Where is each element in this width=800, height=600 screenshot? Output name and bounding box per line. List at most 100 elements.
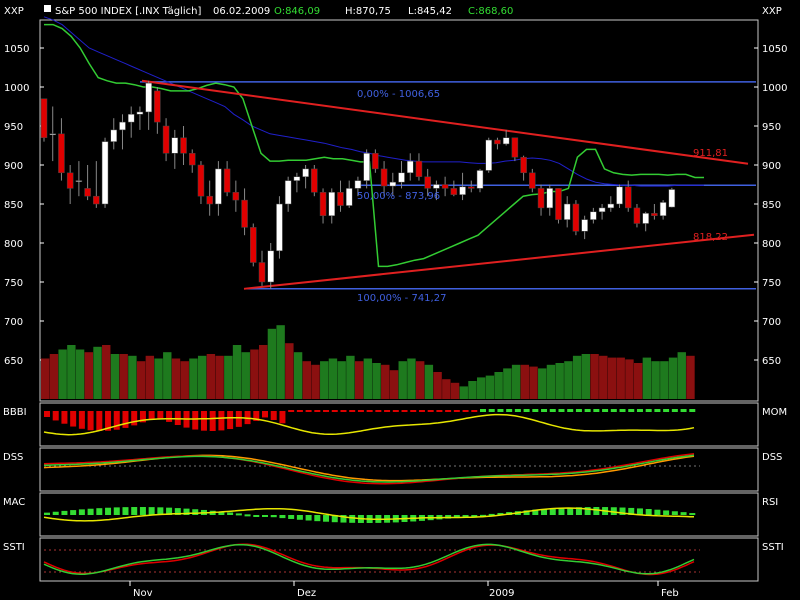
volume-bar [259, 345, 268, 399]
y-tick-label-right: 700 [762, 317, 781, 328]
volume-bar [686, 355, 695, 399]
y-tick-label-right: 1000 [762, 83, 787, 94]
momentum-bar [113, 411, 120, 430]
volume-bar [389, 370, 399, 399]
trend-upper-label: 911,81 [693, 148, 728, 159]
candle-down [319, 192, 327, 216]
indicator-label-mac: MAC [3, 497, 25, 508]
volume-bar [285, 343, 294, 399]
volume-bar [302, 361, 311, 399]
macd-histogram-bar [628, 507, 635, 515]
momentum-bar [44, 411, 50, 417]
candle-up [293, 176, 301, 181]
candle-down [651, 213, 658, 216]
ma-fast-line [44, 23, 704, 268]
candle-down [311, 168, 318, 193]
momentum-bar [602, 409, 609, 412]
momentum-bar [619, 409, 626, 412]
macd-histogram-bar [541, 508, 548, 515]
macd-histogram-bar [227, 512, 234, 515]
momentum-bar [174, 411, 181, 426]
volume-bar [581, 354, 591, 399]
volume-bar [442, 379, 451, 399]
volume-bar [590, 354, 599, 399]
candle-up [581, 219, 588, 232]
candle-up [389, 181, 397, 187]
momentum-bar [192, 411, 199, 430]
candle-down [624, 186, 632, 209]
momentum-bar [166, 411, 173, 422]
momentum-bar [689, 409, 696, 412]
momentum-bar [436, 410, 443, 412]
macd-histogram-bar [253, 515, 260, 517]
volume-bar [511, 364, 521, 399]
macd-histogram-bar [323, 515, 330, 522]
momentum-bar [567, 409, 574, 412]
candle-down [66, 172, 74, 189]
fib-50-label: 50,00% - 873,96 [357, 191, 440, 202]
fib-0-label: 0,00% - 1006,65 [357, 89, 440, 100]
volume-bar [651, 361, 660, 399]
momentum-bar [218, 411, 225, 431]
momentum-bar [480, 409, 486, 412]
y-tick-label-left: 750 [4, 278, 23, 289]
candle-down [494, 139, 501, 145]
macd-histogram-bar [680, 512, 687, 515]
indicator-panel-3: MAC RSI [3, 492, 778, 537]
macd-histogram-bar [663, 510, 670, 515]
candle-down [154, 90, 161, 123]
header-high: H:870,75 [345, 6, 391, 17]
y-tick-label-right: 900 [762, 161, 781, 172]
candle-up [49, 133, 56, 136]
volume-bar [424, 364, 434, 399]
moving-averages [43, 16, 704, 268]
x-label-feb: Feb [661, 588, 679, 599]
momentum-bar [523, 409, 530, 412]
volume-bar [415, 361, 425, 399]
y-tick-label-left: 1000 [4, 83, 29, 94]
momentum-bar [532, 409, 539, 412]
candle-up [284, 180, 292, 205]
macd-histogram-bar [575, 507, 582, 515]
candle-up [171, 137, 179, 154]
corner-label-left: XXP [4, 6, 24, 17]
indicator-label-dss-left: DSS [3, 452, 23, 463]
volume-bar [180, 361, 189, 399]
momentum-bar [663, 409, 670, 412]
volume-bar [354, 361, 364, 399]
chart-header: S&P 500 INDEX [.INX Täglich] 06.02.2009 … [4, 5, 782, 17]
x-axis: Nov Dez 2009 Feb [129, 581, 679, 599]
volume-bar [119, 354, 128, 399]
indicator-label-bbbi: BBBI [3, 407, 27, 418]
candle-down [337, 192, 344, 206]
momentum-bar [636, 409, 643, 412]
volume-bar [564, 361, 573, 399]
momentum-bar [366, 410, 373, 412]
y-tick-label-right: 850 [762, 200, 781, 211]
header-close: C:868,60 [468, 6, 513, 17]
macd-histogram-bar [44, 512, 50, 515]
corner-label-right: XXP [762, 6, 782, 17]
momentum-bar [471, 410, 478, 412]
momentum-bar [445, 410, 452, 412]
macd-histogram-bar [636, 508, 643, 515]
macd-histogram-bar [349, 515, 356, 523]
volume-bar [625, 359, 634, 399]
macd-histogram-bar [96, 508, 103, 515]
macd-histogram-bar [288, 515, 295, 519]
macd-histogram-bar [523, 510, 530, 515]
volume-bar [311, 364, 320, 399]
momentum-bar [227, 411, 234, 430]
macd-histogram-bar [87, 508, 94, 515]
candle-up [616, 186, 623, 205]
volume-bar [171, 358, 181, 399]
macd-histogram-bar [558, 507, 565, 515]
candle-up [136, 111, 144, 115]
candle-up [642, 213, 649, 224]
volume-bar [276, 325, 285, 399]
macd-histogram-bar [331, 515, 338, 523]
macd-histogram-bar [244, 514, 251, 517]
candle-up [328, 192, 336, 216]
candle-up [668, 189, 676, 208]
